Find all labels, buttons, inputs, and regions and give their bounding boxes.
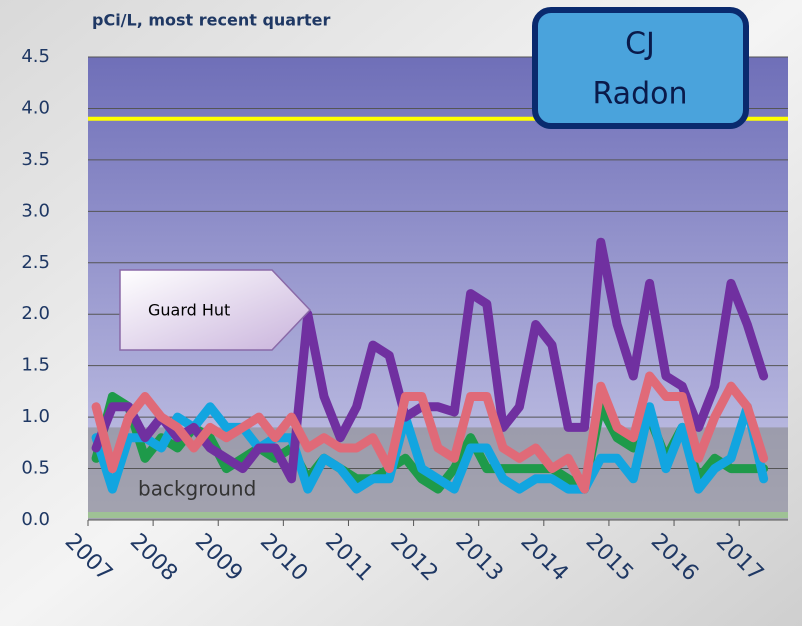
y-tick-label: 3.0 [21, 200, 50, 221]
callout-shape [119, 269, 312, 351]
badge [532, 7, 749, 129]
band-base [88, 512, 788, 518]
callout: Guard Hut [148, 301, 230, 320]
y-tick-label: 2.5 [21, 252, 50, 273]
y-tick-label: 4.5 [21, 46, 50, 67]
y-tick-label: 0.5 [21, 458, 50, 479]
band-label: background [138, 477, 256, 501]
y-tick-label: 4.0 [21, 97, 50, 118]
chart-title: pCi/L, most recent quarter [92, 11, 330, 30]
series-line [91, 237, 769, 484]
y-tick-label: 1.5 [21, 355, 50, 376]
series-line [91, 371, 769, 494]
y-tick-label: 2.0 [21, 303, 50, 324]
badge-line: CJ [625, 27, 655, 62]
badge-line: Radon [593, 77, 688, 112]
y-tick-label: 0.0 [21, 509, 50, 530]
series-line [91, 402, 769, 494]
y-tick-label: 3.5 [21, 149, 50, 170]
y-tick-label: 1.0 [21, 406, 50, 427]
